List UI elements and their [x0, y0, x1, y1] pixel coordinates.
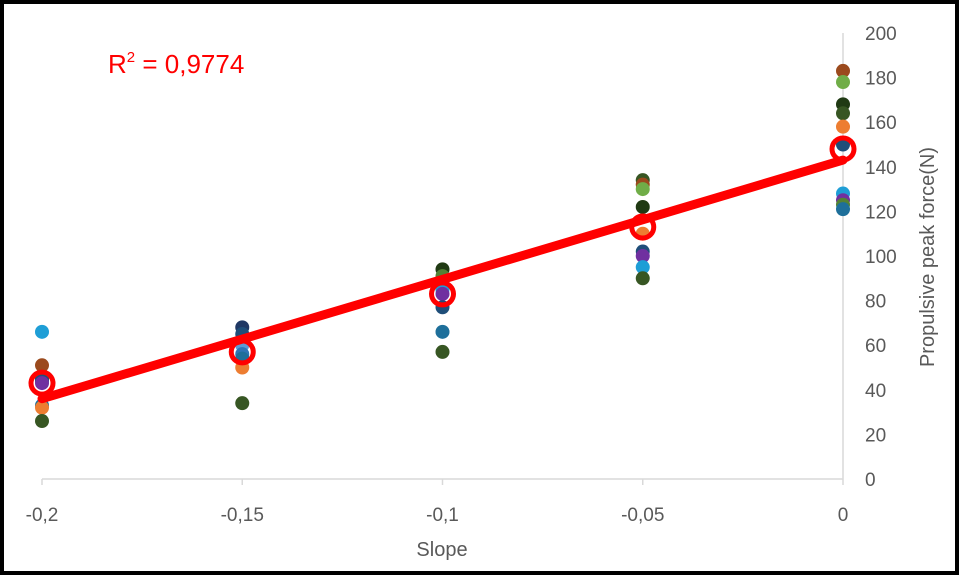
- y-tick-label: 100: [865, 247, 897, 268]
- data-point: [836, 202, 850, 217]
- data-point: [836, 75, 850, 90]
- r2-superscript: 2: [127, 49, 135, 66]
- y-tick-label: 160: [865, 113, 897, 134]
- x-axis-title: Slope: [416, 539, 467, 561]
- r-squared-annotation: R2 = 0,9774: [108, 49, 244, 79]
- data-point: [435, 344, 450, 359]
- mean-marker: [629, 213, 657, 241]
- data-point: [836, 63, 850, 78]
- data-point: [35, 376, 49, 391]
- x-tick-label: -0,1: [426, 505, 459, 526]
- data-point: [35, 414, 49, 429]
- trendline: [37, 155, 848, 404]
- x-tick-label: -0,15: [221, 505, 264, 526]
- data-points: [35, 63, 850, 429]
- y-tick-label: 60: [865, 336, 886, 357]
- r2-value: = 0,9774: [135, 49, 244, 79]
- mean-marker: [429, 280, 456, 308]
- x-tick-label: 0: [838, 505, 849, 526]
- mean-marker: [829, 135, 857, 163]
- mean-marker: [228, 338, 256, 366]
- y-tick-label: 20: [865, 425, 886, 446]
- y-axis: 0 20 40 60 80 100 120 140 160 180 200: [842, 24, 897, 491]
- data-point: [435, 324, 450, 339]
- r2-prefix: R: [108, 49, 127, 79]
- data-point: [435, 286, 450, 301]
- data-point: [635, 199, 650, 214]
- mean-marker: [28, 369, 56, 397]
- y-tick-label: 0: [865, 470, 876, 491]
- x-axis: -0,2 -0,15 -0,1 -0,05 0: [26, 478, 849, 526]
- trendline-group: [37, 155, 848, 404]
- data-point: [635, 271, 650, 286]
- y-tick-label: 140: [865, 158, 897, 179]
- data-point: [635, 249, 650, 263]
- y-tick-label: 180: [865, 69, 897, 90]
- data-point: [635, 182, 650, 197]
- data-point: [35, 358, 49, 373]
- y-tick-label: 120: [865, 202, 897, 223]
- y-tick-label: 80: [865, 292, 886, 313]
- data-point: [235, 396, 250, 411]
- data-point: [836, 106, 850, 121]
- mean-markers: [28, 135, 857, 397]
- data-point: [635, 260, 650, 275]
- data-point: [35, 324, 49, 339]
- x-tick-label: -0,2: [26, 505, 59, 526]
- data-point: [35, 400, 49, 415]
- y-tick-label: 200: [865, 24, 897, 45]
- y-tick-label: 40: [865, 381, 886, 402]
- y-axis-title: Propulsive peak force(N): [917, 147, 939, 367]
- data-point: [836, 119, 850, 134]
- x-tick-label: -0,05: [621, 505, 664, 526]
